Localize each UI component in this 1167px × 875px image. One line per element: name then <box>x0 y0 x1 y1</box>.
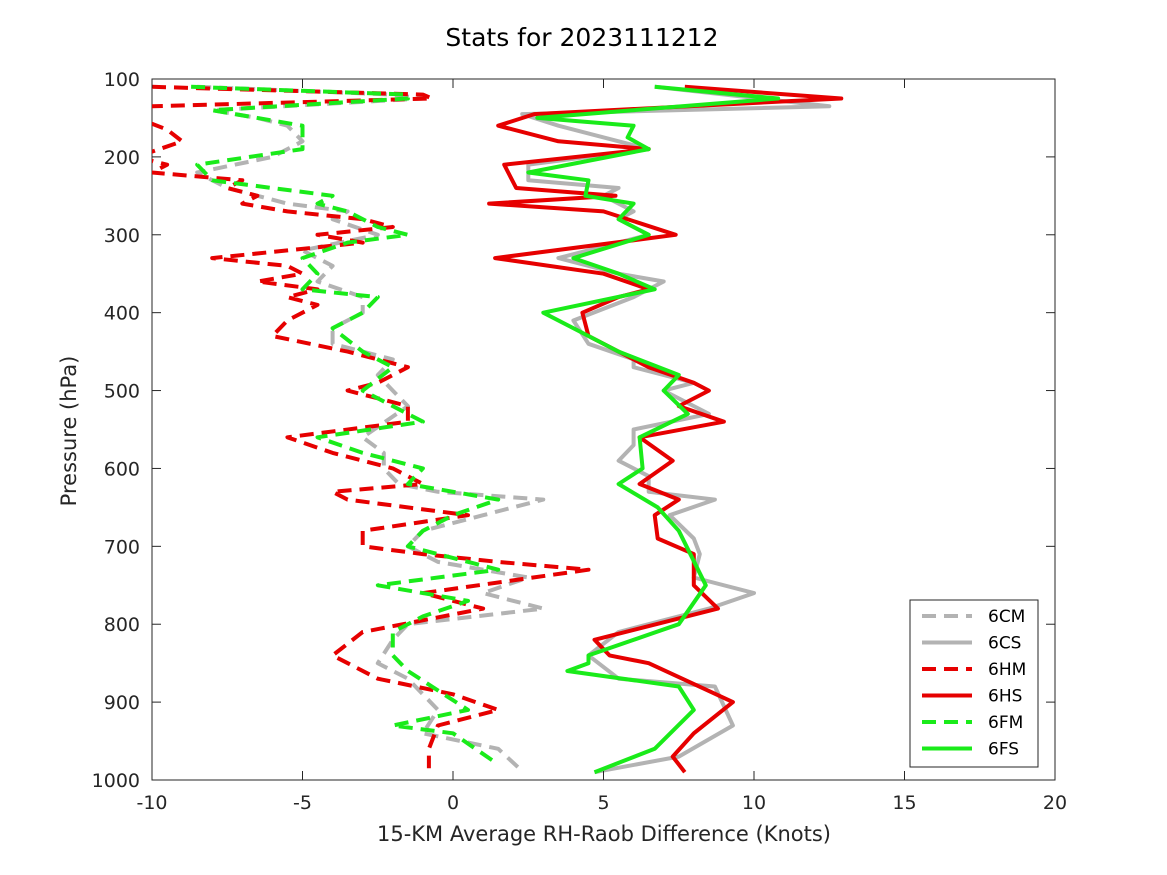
y-tick-label: 400 <box>104 303 140 325</box>
y-tick-label: 300 <box>104 225 140 247</box>
x-tick-label: 20 <box>1043 792 1067 814</box>
legend-label-6cs: 6CS <box>988 634 1021 654</box>
series-line-6cm <box>195 84 546 770</box>
y-tick-label: 100 <box>104 69 140 91</box>
legend: 6CM 6CS 6HM 6HS 6FM 6FS <box>909 599 1039 768</box>
y-tick-label: 1000 <box>92 770 140 792</box>
y-tick-label: 900 <box>104 692 140 714</box>
y-tick-label: 200 <box>104 147 140 169</box>
series-line-6fs <box>526 84 781 775</box>
legend-box <box>909 599 1039 768</box>
x-tick-label: 15 <box>892 792 916 814</box>
legend-label-6cm: 6CM <box>988 607 1025 627</box>
y-tick-label: 700 <box>104 536 140 558</box>
legend-label-6fs: 6FS <box>988 740 1019 760</box>
series-line-6fm <box>191 84 501 767</box>
series-line-6hm <box>152 84 591 769</box>
legend-label-6hm: 6HM <box>988 660 1026 680</box>
x-tick-label: -5 <box>293 792 312 814</box>
axes-layer: -10 -5 0 5 10 15 20 100 200 300 400 500 600 700 800 900… <box>92 69 1067 814</box>
y-tick-label: 600 <box>104 458 140 480</box>
legend-label-6hs: 6HS <box>988 687 1022 707</box>
y-tick-label: 500 <box>104 381 140 403</box>
series-layer <box>152 84 844 775</box>
x-tick-label: 5 <box>597 792 609 814</box>
x-tick-label: -10 <box>136 792 167 814</box>
legend-label-6fm: 6FM <box>988 713 1023 733</box>
chart-title: Stats for 2023111212 <box>445 23 718 52</box>
series-line-6hs <box>487 84 844 774</box>
x-axis-title: 15-KM Average RH-Raob Difference (Knots) <box>377 822 831 846</box>
x-tick-label: 0 <box>447 792 459 814</box>
y-tick-label: 800 <box>104 614 140 636</box>
y-axis-title: Pressure (hPa) <box>57 356 81 507</box>
x-tick-label: 10 <box>742 792 766 814</box>
